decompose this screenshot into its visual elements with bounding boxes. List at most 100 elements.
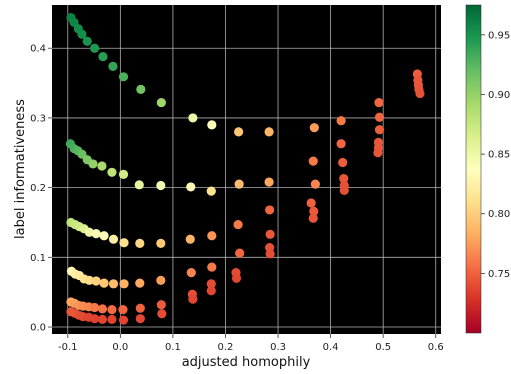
data-point: [374, 97, 384, 108]
data-point: [107, 305, 117, 315]
colorbar-tick-label: 0.90: [488, 90, 510, 101]
data-point: [264, 177, 274, 187]
colorbar-tick-label: 0.85: [488, 150, 510, 161]
data-point: [135, 238, 145, 248]
data-point: [264, 127, 274, 137]
data-point: [308, 156, 318, 166]
data-point: [156, 97, 166, 108]
data-point: [336, 116, 346, 126]
data-point: [186, 268, 196, 278]
data-point: [107, 314, 117, 324]
data-point: [97, 161, 107, 171]
data-point: [234, 179, 244, 189]
data-point: [135, 314, 145, 324]
data-point: [308, 213, 318, 223]
data-point: [119, 279, 129, 289]
data-point: [91, 276, 101, 286]
data-point: [188, 294, 198, 304]
data-point: [89, 43, 100, 53]
colorbar: [465, 4, 482, 334]
colorbar-tick-label: 0.75: [488, 269, 510, 280]
data-point: [99, 231, 109, 241]
data-point: [118, 169, 129, 179]
data-point: [107, 167, 117, 177]
data-point: [233, 219, 243, 230]
data-point: [188, 113, 198, 123]
data-point: [374, 125, 385, 135]
y-tick-label: 0.2: [30, 183, 46, 194]
data-point: [135, 278, 145, 288]
data-point: [118, 315, 129, 325]
data-point: [265, 249, 275, 259]
data-point: [206, 279, 216, 289]
data-point: [156, 300, 166, 310]
colorbar-tick-label: 0.80: [488, 209, 510, 220]
data-point: [97, 314, 108, 324]
grid: [52, 5, 441, 334]
x-tick-label: 0.6: [428, 342, 444, 353]
colorbar-tick-label: 0.95: [488, 30, 510, 41]
data-point: [235, 248, 245, 258]
y-tick-label: 0.0: [30, 323, 46, 334]
data-point: [265, 205, 275, 215]
x-tick-label: 0.5: [375, 342, 391, 353]
data-point: [306, 198, 316, 208]
x-axis-label: adjusted homophily: [182, 355, 311, 370]
x-tick-label: 0.3: [270, 342, 286, 353]
y-tick-label: 0.4: [30, 44, 46, 55]
colorbar-ticks: 0.75 0.80 0.85 0.90 0.95: [481, 30, 510, 280]
plot-area: [52, 5, 441, 334]
data-point: [415, 88, 425, 99]
data-point: [82, 36, 92, 46]
data-point: [185, 234, 195, 244]
data-point: [309, 206, 319, 216]
data-point: [77, 29, 87, 39]
data-point: [310, 179, 320, 189]
data-point: [374, 112, 385, 122]
data-point: [108, 279, 119, 289]
axis-ticks: -0.1 0.0 0.1 0.2 0.3 0.4 0.5 0.6 0.0 0.1 0.2 0.3 0.4: [30, 44, 444, 353]
data-point: [373, 148, 383, 158]
y-tick-label: 0.1: [30, 253, 46, 264]
data-point: [99, 278, 109, 288]
data-point: [339, 173, 349, 184]
data-point: [134, 180, 144, 190]
x-tick-label: 0.4: [323, 342, 339, 353]
data-point: [338, 157, 348, 168]
data-point: [91, 229, 101, 239]
data-point: [157, 309, 167, 319]
data-point: [207, 120, 217, 130]
data-point: [207, 262, 217, 272]
data-point: [118, 305, 128, 315]
data-point: [66, 307, 76, 317]
data-point: [156, 238, 166, 248]
data-point: [206, 186, 216, 196]
data-point: [84, 227, 94, 237]
data-point: [336, 139, 346, 149]
x-tick-label: 0.2: [218, 342, 234, 353]
data-point: [265, 229, 275, 239]
data-point: [207, 231, 217, 241]
data-point: [136, 84, 146, 94]
data-point: [339, 185, 349, 196]
data-point: [97, 304, 108, 314]
data-point: [108, 234, 119, 244]
y-tick-label: 0.3: [30, 113, 46, 124]
data-point: [231, 273, 242, 283]
data-point: [309, 123, 319, 133]
data-point: [206, 286, 216, 296]
y-axis-label: label informativeness: [13, 99, 28, 239]
x-tick-label: 0.1: [165, 342, 181, 353]
data-point: [156, 275, 166, 285]
data-point: [118, 72, 129, 82]
x-tick-label: 0.0: [112, 342, 128, 353]
data-point: [186, 182, 196, 192]
data-point: [98, 51, 108, 62]
data-point: [89, 302, 100, 313]
data-point: [135, 303, 145, 313]
data-point: [234, 127, 244, 137]
data-points: [65, 12, 425, 325]
data-point: [88, 159, 98, 169]
x-tick-label: -0.1: [58, 342, 78, 353]
